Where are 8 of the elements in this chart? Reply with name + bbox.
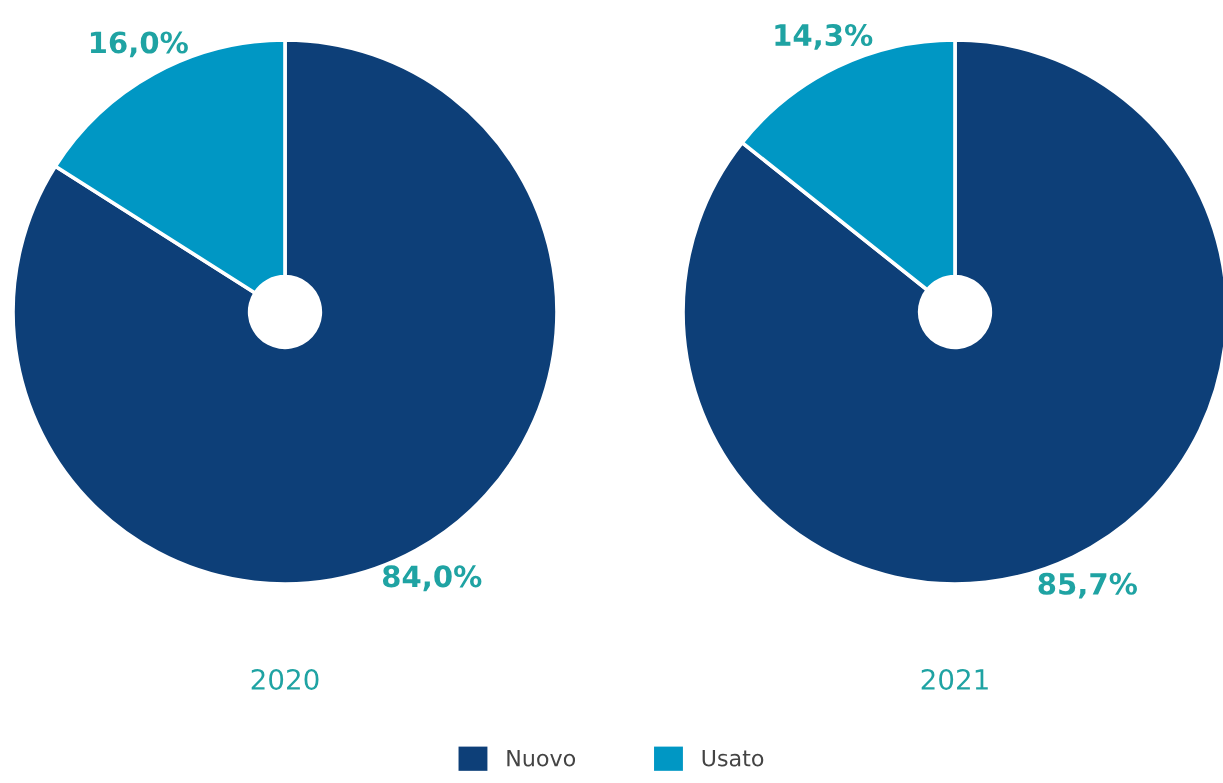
data-label: 16,0% bbox=[90, 31, 188, 58]
legend-label: Usato bbox=[702, 749, 764, 767]
text: 2021 bbox=[921, 668, 988, 690]
text: 2020 bbox=[251, 668, 319, 690]
data-label: 84,0% bbox=[382, 565, 482, 592]
legend-label: Nuovo bbox=[507, 749, 576, 767]
data-label: 85,7% bbox=[1038, 572, 1137, 599]
data-label: 14,3% bbox=[775, 23, 873, 50]
